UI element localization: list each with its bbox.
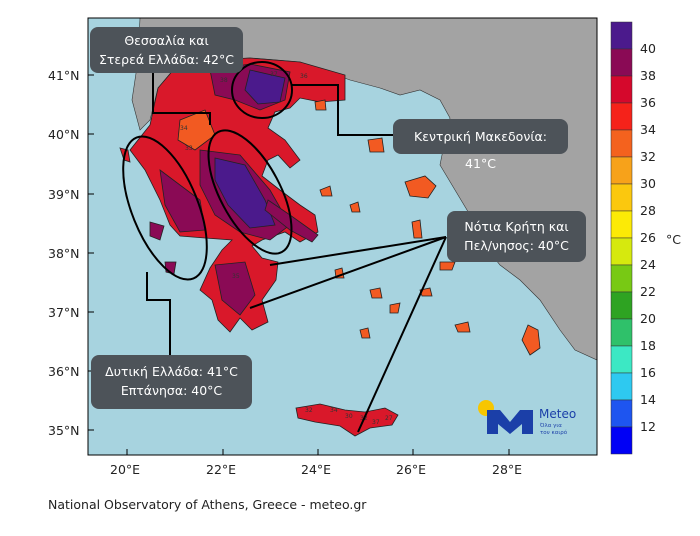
footer-credit: National Observatory of Athens, Greece -… bbox=[48, 497, 367, 512]
annotation-western-greece: Δυτική Ελλάδα: 41°C Επτάνησα: 40°C bbox=[91, 355, 252, 409]
station-value: 33 bbox=[185, 145, 193, 152]
colorbar-swatch bbox=[610, 75, 633, 104]
colorbar-swatch bbox=[610, 345, 633, 374]
annotation-text: Νότια Κρήτη και bbox=[464, 219, 569, 234]
meteo-logo: Meteo Όλα για τον καιρό bbox=[478, 400, 576, 436]
station-value: 30 bbox=[345, 413, 353, 420]
colorbar-label: 32 bbox=[640, 149, 656, 164]
logo-tagline: Όλα για bbox=[539, 422, 562, 429]
annotation-text: Θεσσαλία και bbox=[124, 33, 209, 48]
colorbar-label: 26 bbox=[640, 230, 656, 245]
annotation-central-macedonia: Κεντρική Μακεδονία: 41°C bbox=[393, 119, 568, 171]
station-value: 36 bbox=[300, 73, 308, 80]
colorbar-label: 20 bbox=[640, 311, 656, 326]
colorbar-label: 30 bbox=[640, 176, 656, 191]
station-value: 27 bbox=[385, 415, 393, 422]
station-value: 37 bbox=[372, 419, 380, 426]
annotation-text: Κεντρική Μακεδονία: 41°C bbox=[414, 129, 547, 171]
lon-tick: 26°E bbox=[396, 462, 426, 477]
annotation-text: Δυτική Ελλάδα: 41°C bbox=[105, 364, 238, 379]
station-value: 37 bbox=[270, 71, 278, 78]
colorbar-swatch bbox=[610, 210, 633, 239]
colorbar-swatch bbox=[610, 372, 633, 401]
lat-tick: 36°N bbox=[48, 364, 80, 379]
colorbar-label: 40 bbox=[640, 41, 656, 56]
colorbar-swatch bbox=[610, 399, 633, 428]
colorbar-swatch bbox=[610, 264, 633, 293]
colorbar-swatch bbox=[610, 291, 633, 320]
annotation-thessaly: Θεσσαλία και Στερεά Ελλάδα: 42°C bbox=[90, 27, 243, 73]
lon-tick: 24°E bbox=[301, 462, 331, 477]
lat-tick: 40°N bbox=[48, 127, 80, 142]
colorbar-swatch bbox=[610, 237, 633, 266]
annotation-text: Στερεά Ελλάδα: 42°C bbox=[99, 52, 234, 67]
colorbar-swatch bbox=[610, 102, 633, 131]
lon-tick: 20°E bbox=[110, 462, 140, 477]
colorbar-label: 38 bbox=[640, 68, 656, 83]
lat-tick: 39°N bbox=[48, 187, 80, 202]
colorbar-label: 34 bbox=[640, 122, 656, 137]
colorbar-label: 18 bbox=[640, 338, 656, 353]
colorbar-unit: °C bbox=[666, 232, 681, 247]
colorbar-label: 12 bbox=[640, 419, 656, 434]
colorbar-label: 16 bbox=[640, 365, 656, 380]
colorbar-label: 22 bbox=[640, 284, 656, 299]
annotation-south-crete: Νότια Κρήτη και Πελ/νησος: 40°C bbox=[447, 211, 586, 262]
annotation-leaders bbox=[122, 61, 447, 433]
colorbar-swatch bbox=[610, 183, 633, 212]
annotation-text: Πελ/νησος: 40°C bbox=[464, 238, 569, 253]
colorbar-swatch bbox=[610, 129, 633, 158]
lat-tick: 37°N bbox=[48, 305, 80, 320]
station-value: 35 bbox=[232, 273, 240, 280]
colorbar-swatch bbox=[610, 156, 633, 185]
annotation-text: Επτάνησα: 40°C bbox=[120, 383, 223, 398]
colorbar-label: 28 bbox=[640, 203, 656, 218]
colorbar-swatch bbox=[610, 426, 633, 455]
lat-tick: 35°N bbox=[48, 423, 80, 438]
colorbar-label: 36 bbox=[640, 95, 656, 110]
colorbar-label: 14 bbox=[640, 392, 656, 407]
lon-tick: 22°E bbox=[206, 462, 236, 477]
map-frame bbox=[87, 17, 598, 456]
logo-name: Meteo bbox=[539, 407, 576, 421]
lat-tick: 41°N bbox=[48, 68, 80, 83]
station-value: 38 bbox=[220, 77, 228, 84]
greece-land bbox=[119, 57, 541, 437]
station-value: 34 bbox=[180, 125, 188, 132]
colorbar-swatch bbox=[610, 318, 633, 347]
colorbar bbox=[610, 21, 633, 455]
station-value: 34 bbox=[330, 407, 338, 414]
lon-tick: 28°E bbox=[492, 462, 522, 477]
colorbar-label: 24 bbox=[640, 257, 656, 272]
station-value: 32 bbox=[305, 407, 313, 414]
colorbar-swatch bbox=[610, 21, 633, 50]
colorbar-swatch bbox=[610, 48, 633, 77]
lat-tick: 38°N bbox=[48, 246, 80, 261]
logo-tagline: τον καιρό bbox=[540, 429, 568, 436]
